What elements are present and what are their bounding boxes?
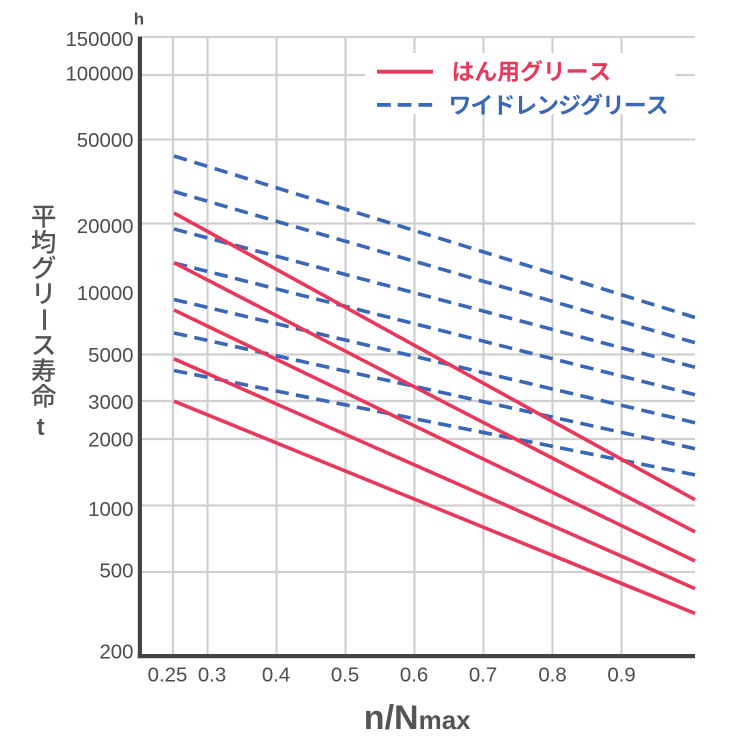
- svg-text:h: h: [134, 9, 144, 28]
- svg-text:1000: 1000: [88, 499, 133, 521]
- svg-text:50000: 50000: [77, 130, 134, 152]
- svg-text:150000: 150000: [65, 29, 133, 51]
- svg-text:100000: 100000: [65, 63, 133, 85]
- svg-text:2000: 2000: [88, 429, 133, 451]
- svg-text:0.9: 0.9: [607, 664, 635, 686]
- svg-text:5000: 5000: [88, 345, 133, 367]
- svg-text:0.3: 0.3: [198, 664, 226, 686]
- svg-text:0.6: 0.6: [400, 664, 428, 686]
- svg-text:0.25: 0.25: [148, 664, 188, 686]
- svg-text:500: 500: [99, 560, 133, 582]
- svg-text:0.8: 0.8: [538, 664, 566, 686]
- svg-text:3000: 3000: [88, 392, 133, 414]
- svg-text:0.4: 0.4: [262, 664, 290, 686]
- svg-text:n/Nmax: n/Nmax: [364, 699, 471, 737]
- svg-text:0.7: 0.7: [469, 664, 497, 686]
- svg-text:0.5: 0.5: [331, 664, 359, 686]
- svg-text:10000: 10000: [77, 283, 134, 305]
- svg-text:200: 200: [99, 642, 133, 664]
- svg-text:t: t: [37, 414, 45, 441]
- svg-text:20000: 20000: [77, 216, 134, 238]
